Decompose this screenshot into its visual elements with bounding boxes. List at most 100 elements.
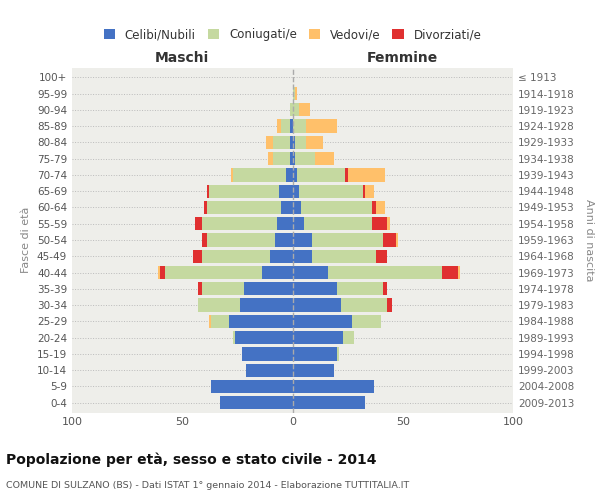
Bar: [209, 184, 279, 198]
Bar: [202, 250, 271, 263]
Bar: [235, 331, 293, 344]
Bar: [209, 314, 211, 328]
Bar: [299, 184, 363, 198]
Bar: [281, 120, 290, 133]
Bar: [295, 136, 306, 149]
Bar: [204, 201, 206, 214]
Bar: [293, 152, 295, 166]
Bar: [293, 87, 295, 100]
Bar: [337, 282, 383, 296]
Bar: [295, 152, 314, 166]
Bar: [193, 250, 202, 263]
Bar: [293, 168, 297, 181]
Bar: [376, 201, 385, 214]
Bar: [458, 266, 460, 279]
Bar: [286, 168, 293, 181]
Bar: [293, 217, 304, 230]
Bar: [396, 234, 398, 246]
Bar: [352, 314, 381, 328]
Bar: [164, 266, 262, 279]
Bar: [268, 152, 272, 166]
Bar: [306, 136, 323, 149]
Bar: [196, 217, 202, 230]
Bar: [206, 201, 281, 214]
Bar: [293, 396, 365, 409]
Bar: [197, 282, 202, 296]
Bar: [277, 217, 293, 230]
Bar: [290, 152, 293, 166]
Bar: [304, 217, 372, 230]
Bar: [293, 250, 313, 263]
Bar: [388, 217, 389, 230]
Bar: [293, 331, 343, 344]
Bar: [313, 250, 376, 263]
Bar: [290, 120, 293, 133]
Bar: [383, 234, 396, 246]
Bar: [202, 217, 277, 230]
Bar: [295, 87, 297, 100]
Bar: [272, 136, 290, 149]
Bar: [314, 152, 334, 166]
Bar: [233, 331, 235, 344]
Bar: [206, 184, 209, 198]
Bar: [365, 184, 374, 198]
Y-axis label: Anni di nascita: Anni di nascita: [584, 198, 594, 281]
Bar: [363, 184, 365, 198]
Bar: [293, 120, 306, 133]
Bar: [293, 364, 334, 377]
Bar: [388, 298, 392, 312]
Bar: [160, 266, 164, 279]
Bar: [293, 282, 337, 296]
Text: Popolazione per età, sesso e stato civile - 2014: Popolazione per età, sesso e stato civil…: [6, 452, 377, 467]
Bar: [197, 298, 239, 312]
Bar: [211, 314, 229, 328]
Bar: [293, 347, 337, 360]
Bar: [202, 234, 206, 246]
Bar: [271, 250, 293, 263]
Bar: [242, 347, 293, 360]
Text: COMUNE DI SULZANO (BS) - Dati ISTAT 1° gennaio 2014 - Elaborazione TUTTITALIA.IT: COMUNE DI SULZANO (BS) - Dati ISTAT 1° g…: [6, 481, 409, 490]
Bar: [306, 120, 337, 133]
Y-axis label: Fasce di età: Fasce di età: [22, 207, 31, 273]
Bar: [347, 168, 385, 181]
Bar: [293, 136, 295, 149]
Bar: [341, 298, 388, 312]
Bar: [301, 201, 372, 214]
Bar: [343, 331, 354, 344]
Bar: [246, 364, 293, 377]
Text: Femmine: Femmine: [367, 51, 439, 65]
Bar: [372, 201, 376, 214]
Bar: [383, 282, 388, 296]
Bar: [231, 168, 233, 181]
Bar: [337, 347, 339, 360]
Bar: [293, 184, 299, 198]
Bar: [244, 282, 293, 296]
Bar: [293, 266, 328, 279]
Legend: Celibi/Nubili, Coniugati/e, Vedovi/e, Divorziati/e: Celibi/Nubili, Coniugati/e, Vedovi/e, Di…: [99, 24, 486, 46]
Bar: [293, 380, 374, 393]
Bar: [290, 136, 293, 149]
Bar: [299, 103, 310, 117]
Bar: [277, 120, 281, 133]
Bar: [266, 136, 272, 149]
Bar: [158, 266, 160, 279]
Bar: [233, 168, 286, 181]
Bar: [297, 168, 346, 181]
Bar: [293, 103, 299, 117]
Bar: [272, 152, 290, 166]
Bar: [206, 234, 275, 246]
Bar: [346, 168, 347, 181]
Bar: [376, 250, 388, 263]
Bar: [293, 201, 301, 214]
Bar: [290, 103, 293, 117]
Bar: [239, 298, 293, 312]
Bar: [293, 298, 341, 312]
Bar: [293, 234, 313, 246]
Bar: [313, 234, 383, 246]
Bar: [442, 266, 458, 279]
Bar: [211, 380, 293, 393]
Bar: [372, 217, 388, 230]
Bar: [229, 314, 293, 328]
Text: Maschi: Maschi: [155, 51, 209, 65]
Bar: [220, 396, 293, 409]
